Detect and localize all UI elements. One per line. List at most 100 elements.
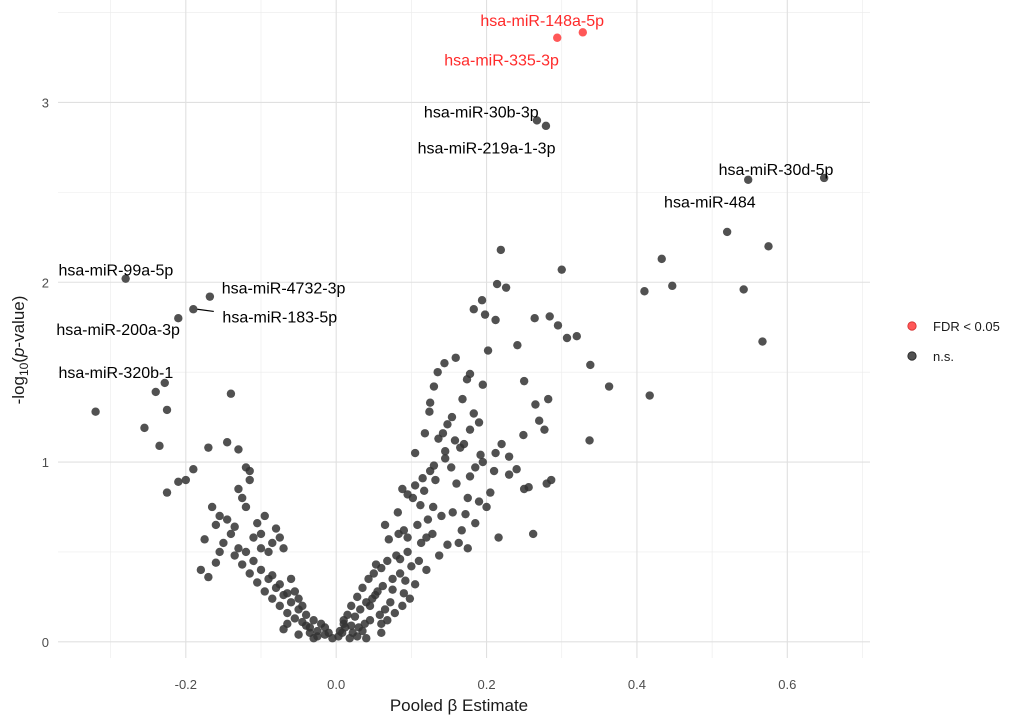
- point-ns: [226, 529, 236, 539]
- point-ns: [121, 274, 130, 283]
- point-ns: [174, 314, 183, 323]
- point-ns: [222, 515, 232, 524]
- point-ns: [245, 569, 254, 578]
- point-ns: [380, 605, 390, 614]
- point-ns: [394, 529, 403, 539]
- point-ns: [462, 375, 472, 384]
- point-ns: [540, 425, 549, 434]
- annotation-label: hsa-miR-183-5p: [222, 309, 337, 326]
- point-ns: [416, 500, 425, 510]
- point-ns: [283, 589, 292, 598]
- point-ns: [443, 540, 452, 549]
- point-ns: [241, 547, 251, 557]
- point-ns: [264, 547, 273, 557]
- point-ns: [268, 538, 277, 548]
- point-ns: [298, 601, 307, 611]
- annotation-label: hsa-miR-148a-5p: [480, 13, 604, 30]
- point-ns: [585, 436, 594, 445]
- point-ns: [279, 625, 288, 634]
- point-ns: [189, 465, 198, 474]
- point-ns: [260, 587, 269, 596]
- point-ns: [739, 285, 748, 294]
- y-axis-title-open-paren: (: [9, 357, 28, 363]
- point-ns: [151, 387, 160, 397]
- point-ns: [465, 425, 475, 434]
- point-ns: [410, 580, 420, 589]
- point-ns: [364, 574, 373, 584]
- point-ns: [434, 551, 444, 560]
- y-axis-title-subscript: 10: [17, 362, 31, 376]
- point-ns: [501, 283, 511, 292]
- point-ns: [478, 457, 487, 467]
- point-ns: [758, 337, 767, 346]
- point-ns: [437, 511, 446, 521]
- point-ns: [454, 538, 463, 548]
- point-ns: [162, 405, 172, 415]
- point-ns: [403, 533, 412, 542]
- point-ns: [513, 340, 522, 350]
- point-ns: [241, 502, 251, 512]
- point-ns: [356, 605, 365, 614]
- point-ns: [204, 572, 213, 582]
- point-ns: [271, 524, 281, 533]
- point-ns: [215, 547, 224, 557]
- point-significant: [553, 33, 562, 42]
- point-ns: [534, 416, 544, 425]
- point-ns: [457, 526, 466, 535]
- point-ns: [301, 621, 311, 630]
- point-ns: [497, 439, 506, 449]
- point-ns: [380, 520, 390, 530]
- point-ns: [196, 565, 206, 575]
- point-ns: [474, 497, 484, 506]
- point-ns: [162, 488, 172, 497]
- point-ns: [253, 518, 262, 528]
- y-tick-label: 0: [42, 635, 49, 650]
- point-ns: [532, 116, 542, 125]
- point-ns: [256, 544, 266, 553]
- point-ns: [420, 429, 430, 438]
- point-ns: [234, 445, 243, 454]
- point-ns: [358, 626, 367, 636]
- point-ns: [425, 466, 435, 476]
- point-ns: [408, 493, 418, 503]
- point-ns: [458, 394, 467, 404]
- point-ns: [275, 580, 284, 589]
- point-ns: [425, 398, 435, 407]
- point-ns: [378, 581, 387, 591]
- point-ns: [294, 630, 303, 639]
- point-ns: [309, 616, 318, 625]
- point-ns: [369, 569, 378, 578]
- point-ns: [530, 314, 539, 323]
- point-ns: [463, 493, 472, 503]
- legend-label-ns: n.s.: [933, 349, 954, 364]
- point-ns: [200, 535, 209, 544]
- point-ns: [531, 400, 540, 409]
- point-ns: [764, 242, 773, 251]
- point-ns: [413, 520, 422, 530]
- point-ns: [377, 628, 386, 638]
- point-ns: [219, 538, 228, 548]
- point-ns: [275, 601, 284, 611]
- point-ns: [345, 634, 354, 643]
- point-ns: [204, 443, 213, 452]
- point-ns: [268, 571, 277, 580]
- point-ns: [504, 470, 514, 479]
- point-ns: [474, 418, 484, 427]
- legend-key-fdr: [907, 321, 917, 331]
- point-ns: [422, 533, 431, 542]
- y-axis-title-prefix: -log: [9, 376, 28, 404]
- point-ns: [414, 556, 424, 566]
- point-ns: [494, 533, 503, 542]
- point-ns: [226, 389, 236, 398]
- point-ns: [448, 508, 457, 517]
- x-tick-label: 0.0: [327, 677, 345, 692]
- point-ns: [160, 378, 169, 388]
- point-ns: [294, 594, 303, 603]
- point-ns: [528, 529, 538, 539]
- point-ns: [386, 598, 395, 607]
- y-axis-title: -log10(p-value): [9, 296, 31, 405]
- point-ns: [471, 518, 480, 528]
- point-ns: [393, 508, 403, 517]
- minor-gridlines: [58, 0, 870, 658]
